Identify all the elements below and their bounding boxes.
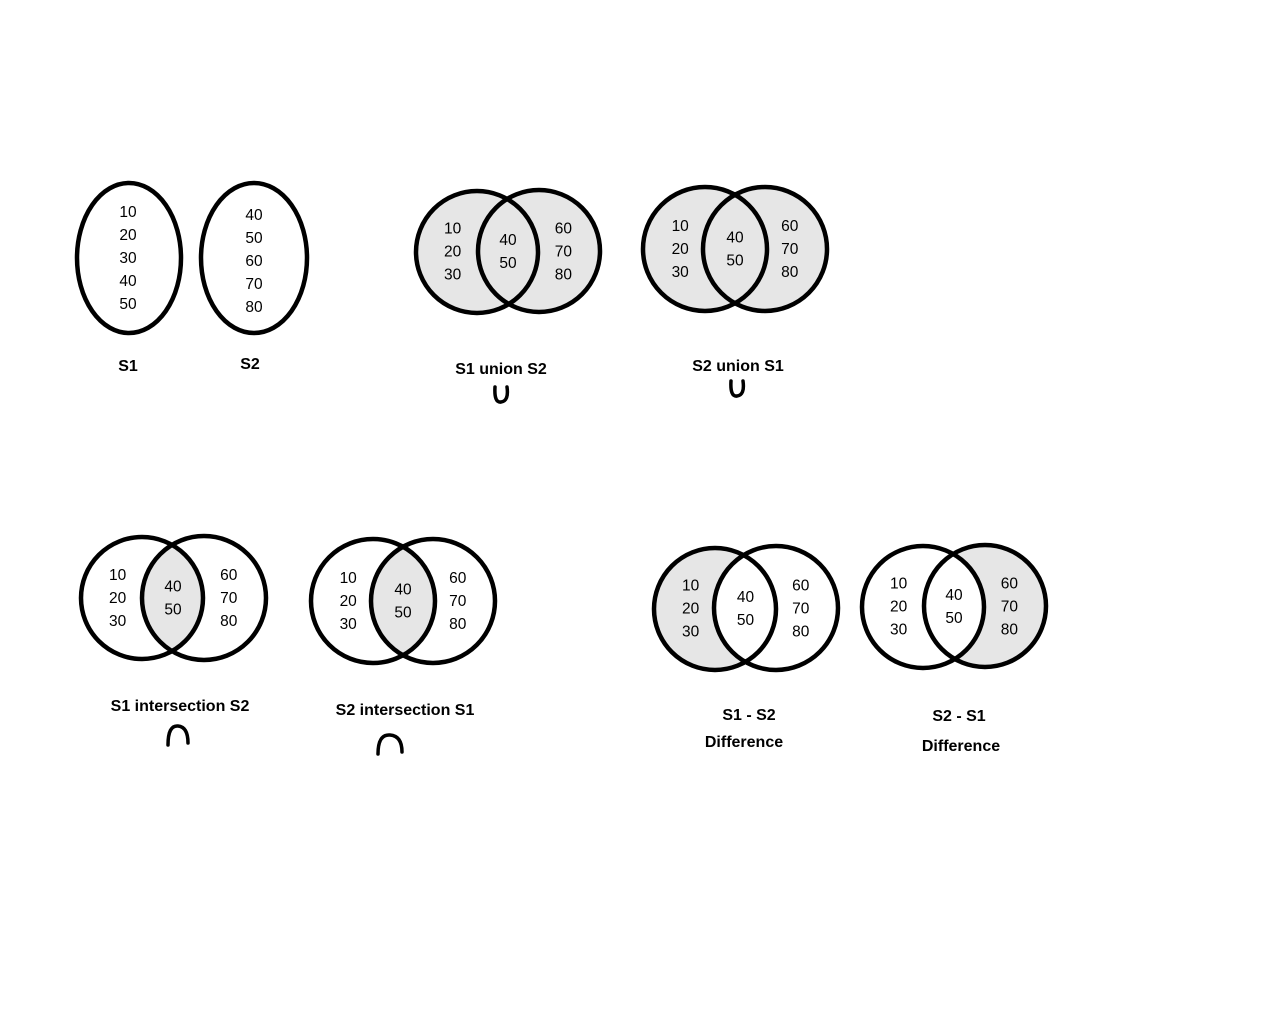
venn-value-left: 10 [340,570,358,587]
venn-value-right: 60 [1001,576,1019,593]
set-s1-value: 40 [119,273,137,290]
venn-right-circle [475,187,603,315]
venn-value-left: 30 [340,616,358,633]
venn-value-both: 40 [945,587,963,604]
venn-value-right: 60 [220,567,238,584]
venn-value-left: 30 [682,624,700,641]
shaded-region-intersection [142,537,203,659]
venn-value-right: 60 [781,218,799,235]
set-s2-ellipse [198,180,310,336]
venn-value-left: 10 [109,567,127,584]
venn-value-both: 50 [945,610,963,627]
venn-value-right: 80 [792,624,810,641]
venn-value-left: 30 [109,613,127,630]
union-icon [493,385,510,404]
venn-right-circle [139,533,269,663]
venn-label: S1 intersection S2 [111,698,250,715]
venn-value-left: 30 [444,267,462,284]
venn-intersection-s1-s2: 10 20 30 40 50 60 70 80 S1 intersection S2 [78,533,269,747]
intersection-icon [166,724,190,747]
set-s1-ellipse [74,180,184,336]
set-s2: 40 50 60 70 80 S2 [198,180,310,373]
venn-value-right: 80 [1001,622,1019,639]
venn-union-s2-s1: 10 20 30 40 50 60 70 80 S2 union S1 [640,184,830,398]
set-s1-value: 20 [119,227,137,244]
venn-value-left: 10 [672,218,690,235]
venn-value-right: 60 [449,570,467,587]
venn-value-left: 20 [890,599,908,616]
venn-label: S2 union S1 [692,358,784,375]
venn-value-right: 70 [792,601,810,618]
venn-value-left: 10 [890,576,908,593]
set-s2-value: 60 [245,253,263,270]
venn-value-left: 20 [672,241,690,258]
venn-value-left: 20 [682,601,700,618]
venn-value-both: 40 [499,232,517,249]
set-s1-value: 30 [119,250,137,267]
venn-value-right: 60 [792,578,810,595]
venn-difference-s2-s1: 10 20 30 40 50 60 70 80 S2 - S1 Difference [859,542,1049,755]
set-s1-value: 50 [119,296,137,313]
union-icon [729,379,746,398]
venn-value-both: 50 [499,255,517,272]
venn-value-both: 50 [164,602,182,619]
venn-value-left: 10 [444,221,462,238]
venn-value-left: 20 [109,590,127,607]
set-s1: 10 20 30 40 50 S1 [74,180,184,375]
venn-label: S1 - S2 [722,707,775,724]
venn-value-both: 50 [737,612,755,629]
venn-label: S2 intersection S1 [336,702,475,719]
venn-left-circle [859,543,987,671]
venn-left-circle [640,184,770,314]
venn-value-left: 30 [890,622,908,639]
venn-value-left: 20 [340,593,358,610]
venn-value-left: 10 [682,578,700,595]
set-s2-value: 50 [245,230,263,247]
venn-value-right: 70 [1001,599,1019,616]
venn-value-both: 50 [394,605,412,622]
venn-intersection-s2-s1: 10 20 30 40 50 60 70 80 S2 intersection S1 [308,536,498,756]
venn-value-right: 80 [555,267,573,284]
venn-union-s1-s2: 10 20 30 40 50 60 70 80 S1 union S2 [413,187,603,404]
venn-value-both: 40 [726,230,744,247]
venn-sublabel: Difference [922,738,1000,755]
venn-label: S1 union S2 [455,361,547,378]
intersection-icon [376,733,404,756]
venn-value-both: 50 [726,253,744,270]
set-s2-value: 80 [245,299,263,316]
venn-value-both: 40 [164,579,182,596]
venn-left-circle [651,545,779,673]
venn-value-right: 60 [555,221,573,238]
venn-value-both: 40 [394,582,412,599]
set-s2-value: 40 [245,207,263,224]
venn-left-circle [308,536,438,666]
venn-right-circle [711,543,841,673]
venn-right-circle [368,536,498,666]
set-s2-value: 70 [245,276,263,293]
venn-left-circle [413,188,541,316]
venn-value-right: 70 [781,241,799,258]
venn-value-right: 70 [220,590,238,607]
venn-value-right: 80 [220,613,238,630]
venn-value-right: 70 [449,593,467,610]
set-s1-label: S1 [118,358,138,375]
venn-value-right: 80 [781,264,799,281]
venn-value-left: 30 [672,264,690,281]
venn-value-right: 70 [555,244,573,261]
venn-right-circle [921,542,1049,670]
venn-right-circle [700,184,830,314]
venn-label: S2 - S1 [932,708,985,725]
venn-value-left: 20 [444,244,462,261]
venn-value-right: 80 [449,616,467,633]
venn-value-both: 40 [737,589,755,606]
set-s2-label: S2 [240,356,260,373]
set-s1-value: 10 [119,204,137,221]
venn-left-circle [78,534,206,662]
venn-difference-s1-s2: 10 20 30 40 50 60 70 80 S1 - S2 Difference [651,543,841,751]
venn-sublabel: Difference [705,734,783,751]
